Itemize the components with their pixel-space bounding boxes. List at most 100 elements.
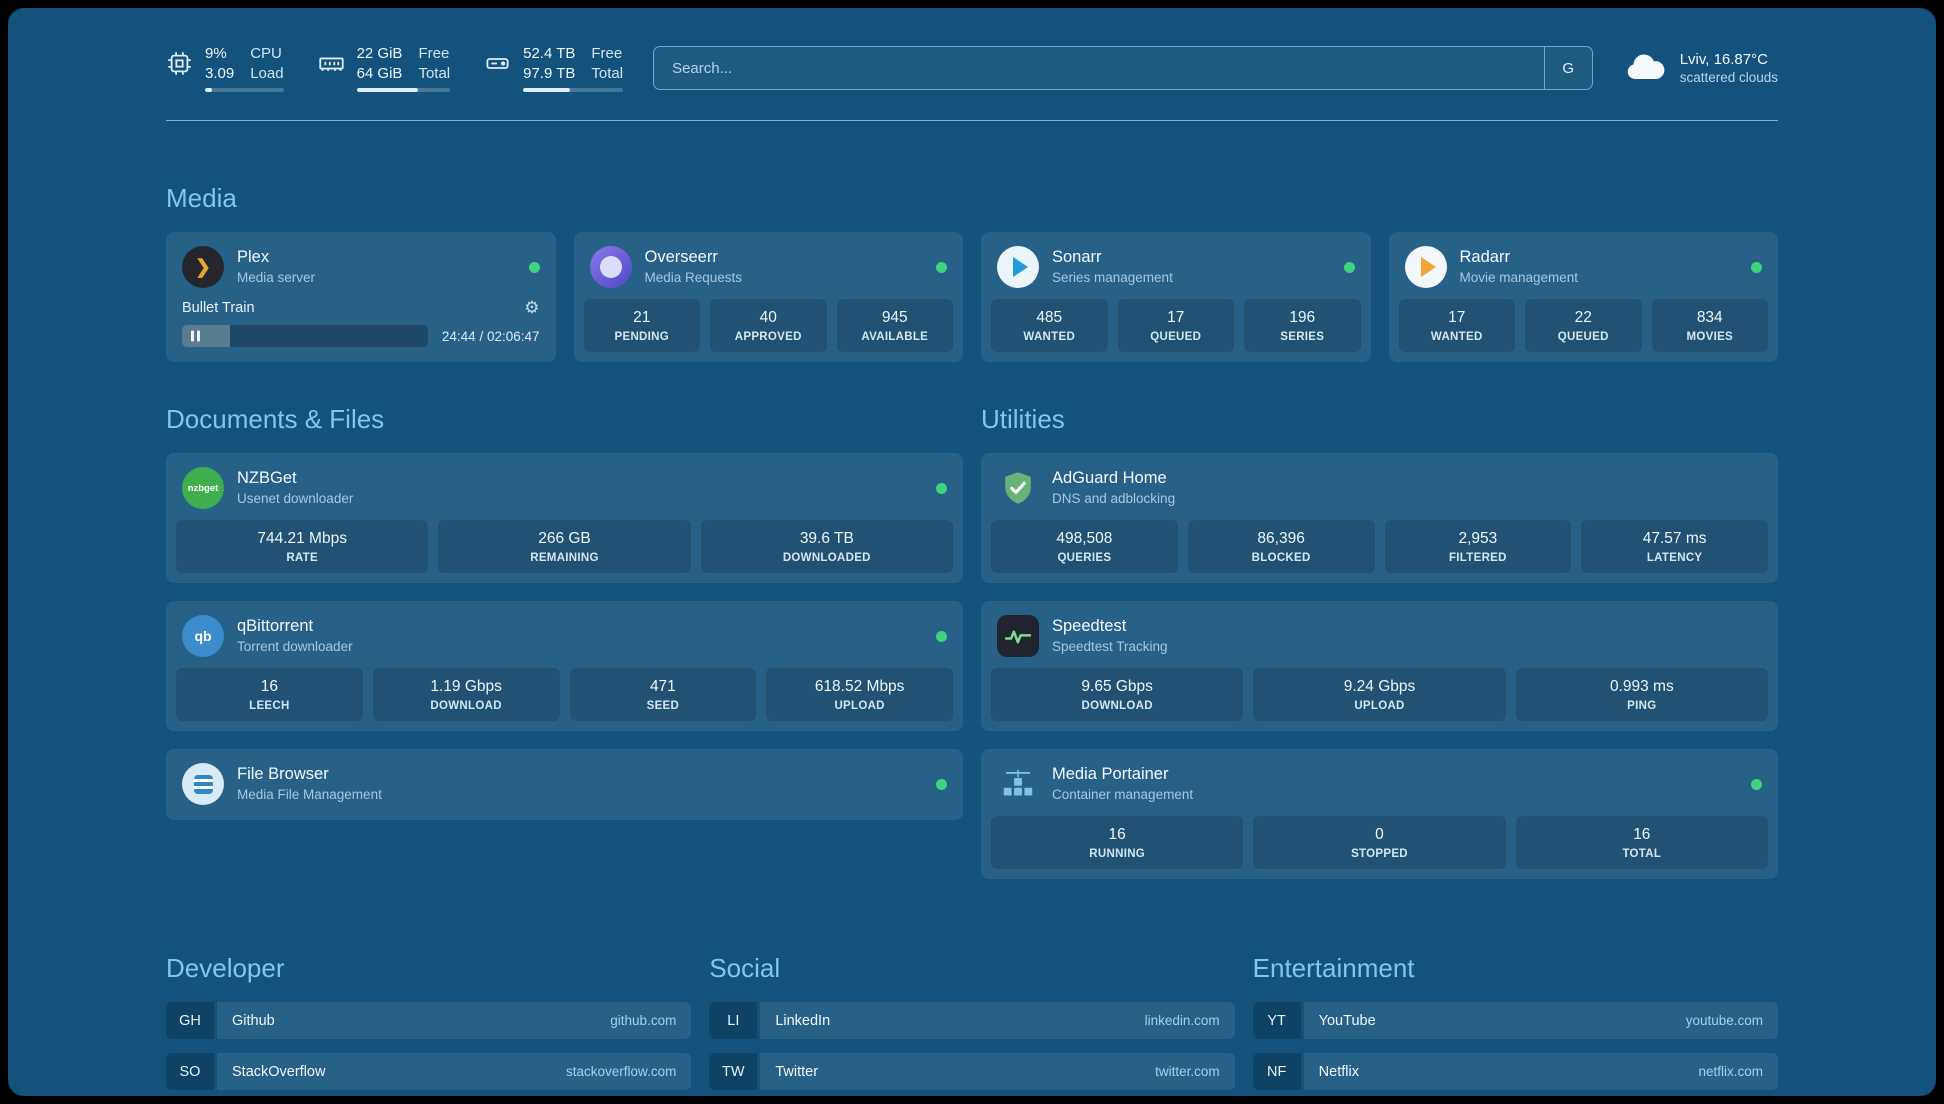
service-title[interactable]: Plex [237, 247, 270, 266]
header-divider [166, 120, 1778, 121]
service-card-adguard[interactable]: AdGuard Home DNS and adblocking 498,508 … [981, 453, 1778, 583]
bookmark-netflix[interactable]: NF Netflix netflix.com [1252, 1053, 1778, 1090]
bookmark-domain: stackoverflow.com [566, 1064, 677, 1079]
service-title[interactable]: Radarr [1459, 247, 1510, 266]
service-title[interactable]: Media Portainer [1052, 764, 1169, 783]
search-input[interactable] [654, 47, 1544, 89]
bookmark-youtube[interactable]: YT YouTube youtube.com [1252, 1002, 1778, 1039]
stat-tile: 834 MOVIES [1651, 299, 1768, 352]
section-title-utilities: Utilities [981, 404, 1065, 434]
bookmark-abbr: LI [709, 1002, 758, 1039]
resource-widget-cpu: 9% 3.09 CPU Load [166, 44, 284, 92]
service-title[interactable]: Overseerr [644, 247, 718, 266]
bookmark-stackoverflow[interactable]: SO StackOverflow stackoverflow.com [166, 1053, 692, 1090]
bookmark-domain: github.com [610, 1013, 677, 1028]
section-title-social: Social [709, 953, 781, 983]
disk-progress-bar [523, 88, 624, 92]
stat-tile: 618.52 Mbps UPLOAD [766, 668, 953, 721]
cpu-percent: 9% [205, 45, 227, 62]
service-title[interactable]: File Browser [237, 764, 329, 783]
status-dot [1751, 778, 1762, 790]
section-documents: Documents & Files nzbget NZBGet Usenet d… [166, 404, 963, 879]
service-card-filebrowser[interactable]: File Browser Media File Management [166, 749, 963, 820]
stat-tile: 498,508 QUERIES [991, 520, 1178, 573]
service-subtitle: DNS and adblocking [1052, 491, 1176, 507]
service-title[interactable]: AdGuard Home [1052, 468, 1167, 487]
playback-time: 24:44 / 02:06:47 [441, 328, 540, 344]
service-card-radarr[interactable]: Radarr Movie management 17 WANTED 22 QUE… [1388, 232, 1778, 362]
service-card-plex[interactable]: ❯ Plex Media server Bullet Train ⚙ [166, 232, 556, 362]
section-media: Media ❯ Plex Media server Bullet Train ⚙ [166, 183, 1778, 362]
bookmark-twitter[interactable]: TW Twitter twitter.com [709, 1053, 1235, 1090]
bookmark-group-entertainment: Entertainment YT YouTube youtube.com NF … [1252, 953, 1778, 1096]
search-provider-button[interactable]: G [1543, 47, 1592, 89]
stat-tile: 86,396 BLOCKED [1187, 520, 1375, 573]
status-dot [1343, 261, 1355, 273]
pause-icon[interactable] [191, 330, 200, 342]
bookmark-name: Twitter [775, 1063, 819, 1080]
service-card-nzbget[interactable]: nzbget NZBGet Usenet downloader 744.21 M… [166, 453, 963, 583]
qbittorrent-icon: qb [182, 615, 224, 657]
stat-tile: 16 RUNNING [991, 816, 1244, 869]
cpu-load-label: Load [250, 64, 284, 82]
service-card-qbittorrent[interactable]: qb qBittorrent Torrent downloader 16 LEE… [166, 601, 963, 731]
service-subtitle: Usenet downloader [237, 491, 354, 507]
bookmark-domain: twitter.com [1155, 1064, 1220, 1079]
bookmark-linkedin[interactable]: LI LinkedIn linkedin.com [709, 1002, 1235, 1039]
stat-tile: 40 APPROVED [710, 299, 827, 352]
stat-tile: 266 GB REMAINING [438, 520, 691, 573]
memory-progress-bar [356, 88, 451, 92]
status-dot [528, 261, 540, 273]
service-card-sonarr[interactable]: Sonarr Series management 485 WANTED 17 Q… [981, 232, 1371, 362]
adguard-icon [997, 467, 1039, 509]
resource-widget-memory: 22 GiB 64 GiB Free Total [318, 44, 451, 92]
stat-tile: 2,953 FILTERED [1384, 520, 1572, 573]
service-title[interactable]: Speedtest [1052, 616, 1127, 635]
bookmark-abbr: YT [1252, 1002, 1301, 1039]
status-dot [936, 482, 947, 494]
disk-free: 52.4 TB [523, 45, 576, 62]
bookmark-group-social: Social LI LinkedIn linkedin.com TW Twitt… [709, 953, 1235, 1096]
stat-tile: 945 AVAILABLE [836, 299, 953, 352]
weather-condition: scattered clouds [1679, 70, 1778, 85]
cpu-icon [166, 44, 193, 77]
section-title-entertainment: Entertainment [1252, 953, 1415, 983]
memory-free: 22 GiB [356, 45, 403, 62]
stat-tile: 9.24 Gbps UPLOAD [1253, 668, 1506, 721]
service-card-overseerr[interactable]: Overseerr Media Requests 21 PENDING 40 A… [573, 232, 963, 362]
bookmark-name: StackOverflow [232, 1063, 326, 1080]
service-card-portainer[interactable]: Media Portainer Container management 16 … [981, 749, 1778, 879]
status-dot [936, 261, 947, 273]
portainer-icon [997, 763, 1039, 805]
stat-tile: 9.65 Gbps DOWNLOAD [991, 668, 1244, 721]
service-card-speedtest[interactable]: Speedtest Speedtest Tracking 9.65 Gbps D… [981, 601, 1778, 731]
stat-tile: 17 WANTED [1398, 299, 1515, 352]
resource-widget-disk: 52.4 TB 97.9 TB Free Total [484, 44, 624, 92]
service-subtitle: Series management [1052, 270, 1173, 286]
service-title[interactable]: NZBGet [237, 468, 297, 487]
service-title[interactable]: Sonarr [1052, 247, 1102, 266]
bookmark-group-developer: Developer GH Github github.com SO StackO… [166, 953, 692, 1096]
bookmark-github[interactable]: GH Github github.com [166, 1002, 692, 1039]
section-title-documents: Documents & Files [166, 404, 385, 434]
bookmark-abbr: NF [1252, 1053, 1301, 1090]
section-title-media: Media [166, 183, 237, 213]
stat-tile: 0 STOPPED [1253, 816, 1506, 869]
search-bar[interactable]: G [653, 46, 1593, 90]
cpu-load: 3.09 [205, 64, 235, 82]
stat-tile: 485 WANTED [991, 299, 1108, 352]
memory-icon [318, 44, 345, 77]
plex-now-playing-widget: Bullet Train ⚙ 24:44 / 02:06:47 [176, 299, 546, 351]
filebrowser-icon [182, 763, 224, 805]
bookmark-name: YouTube [1318, 1012, 1376, 1029]
gear-icon[interactable]: ⚙ [524, 298, 540, 317]
memory-total-label: Total [418, 64, 451, 82]
section-title-developer: Developer [166, 953, 285, 983]
status-dot [936, 778, 947, 790]
disk-free-label: Free [591, 45, 623, 62]
radarr-icon [1404, 246, 1447, 288]
service-title[interactable]: qBittorrent [237, 616, 314, 635]
dashboard-panel: 9% 3.09 CPU Load [8, 8, 1936, 1096]
now-playing-title: Bullet Train [182, 299, 255, 316]
playback-progress-bar[interactable] [182, 325, 428, 347]
